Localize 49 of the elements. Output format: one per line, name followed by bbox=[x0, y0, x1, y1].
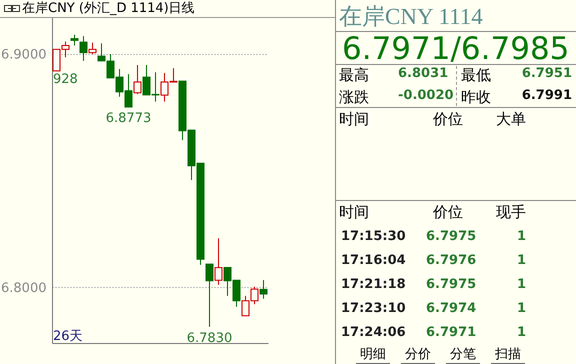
text: 17:21:18 bbox=[341, 277, 406, 292]
text: 时间 bbox=[339, 203, 369, 222]
text: 6.7974 bbox=[426, 301, 476, 316]
text: 大单 bbox=[496, 110, 526, 129]
text: 6.7971 bbox=[426, 325, 476, 340]
text: 17:15:30 bbox=[341, 229, 406, 244]
candlestick bbox=[214, 238, 222, 286]
text: 最低 bbox=[461, 66, 491, 85]
text: 在岸CNY 1114 bbox=[339, 3, 483, 31]
annotation: 6.7830 bbox=[186, 330, 232, 346]
text: 分笔 bbox=[446, 345, 480, 364]
text: 1 bbox=[516, 277, 526, 292]
text: 时间 bbox=[339, 110, 369, 129]
text: 涨跌 bbox=[339, 88, 369, 107]
text: 6.8031 bbox=[398, 66, 448, 81]
text: 17:24:06 bbox=[341, 325, 406, 340]
candlestick bbox=[260, 280, 268, 300]
text: 价位 bbox=[433, 203, 463, 222]
text: 6.7971/6.7985 bbox=[342, 31, 570, 67]
text: 扫描 bbox=[491, 345, 525, 364]
text: 明细 bbox=[356, 345, 390, 364]
text: 最高 bbox=[339, 66, 369, 85]
text: 1 bbox=[516, 325, 526, 340]
y-tick-label: 6.8000 bbox=[1, 280, 46, 296]
annotation: 26天 bbox=[53, 328, 83, 345]
text: 分价 bbox=[401, 345, 435, 364]
candlestick bbox=[88, 42, 96, 55]
candlestick bbox=[80, 36, 88, 62]
text: 1 bbox=[516, 253, 526, 268]
text: 1 bbox=[516, 229, 526, 244]
candlestick bbox=[70, 34, 78, 46]
text: 价位 bbox=[433, 110, 463, 129]
text: 6.7975 bbox=[426, 277, 476, 292]
text: 6.7976 bbox=[426, 253, 476, 268]
text: 现手 bbox=[496, 203, 526, 222]
candlestick bbox=[206, 264, 214, 328]
text: -0.0020 bbox=[398, 88, 454, 103]
text: 6.7951 bbox=[520, 66, 572, 81]
text: 17:16:04 bbox=[341, 253, 406, 268]
candlestick bbox=[134, 64, 142, 95]
y-tick-label: 6.9000 bbox=[1, 48, 46, 63]
text: 1 bbox=[516, 301, 526, 316]
text: 6.7975 bbox=[426, 229, 476, 244]
chart-title: 在岸CNY (外汇_D 1114)日线 bbox=[22, 0, 195, 17]
annotation: 928 bbox=[53, 72, 78, 87]
text: 6.7991 bbox=[520, 88, 572, 103]
annotation: 6.8773 bbox=[106, 111, 152, 126]
text: 17:23:10 bbox=[341, 301, 406, 316]
text: 昨收 bbox=[461, 88, 491, 107]
